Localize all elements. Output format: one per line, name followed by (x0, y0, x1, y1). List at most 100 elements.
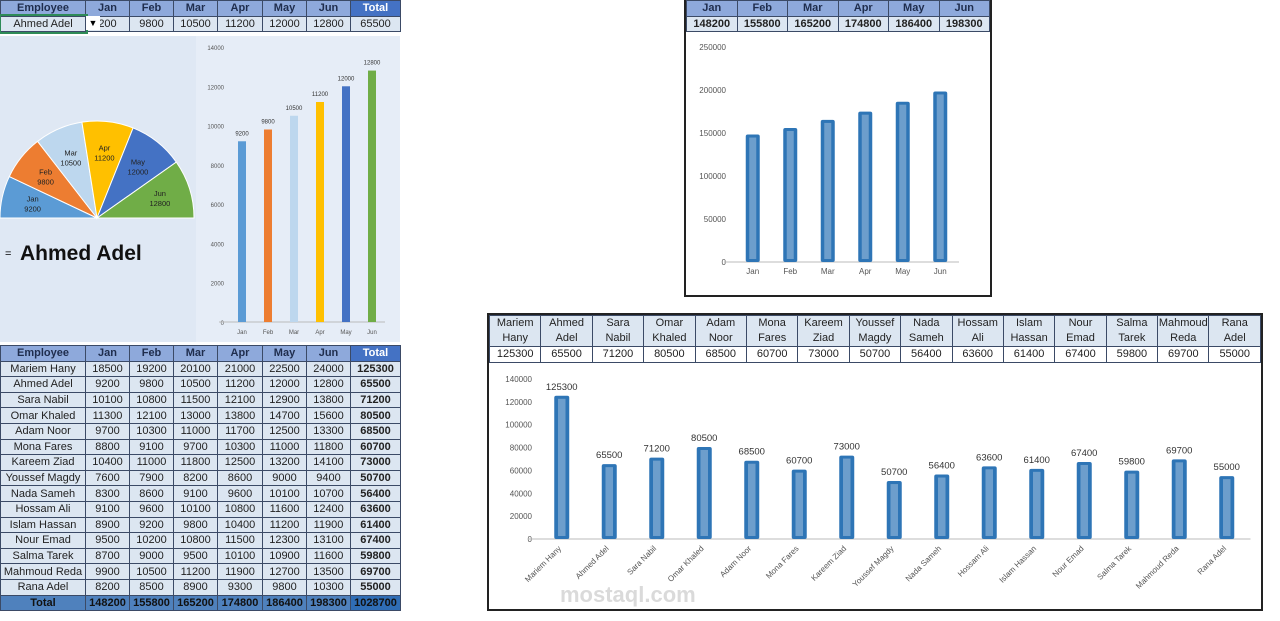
sales-cell: 13800 (306, 391, 351, 409)
bar (368, 70, 376, 322)
bar-highlight (795, 472, 803, 536)
sales-cell: 11200 (262, 516, 307, 534)
employee-header-line: Ziad (812, 332, 835, 344)
col-header-jun: Jun (938, 0, 990, 17)
bar (745, 134, 760, 262)
sales-cell: 11200 (217, 376, 263, 393)
employee-total: 73000 (797, 346, 850, 363)
bar (1219, 476, 1235, 539)
table-row: Kareem Ziad 10400 11000 11800 12500 13200 1410… (0, 454, 401, 471)
sales-cell: 9700 (85, 422, 130, 440)
pie-value: 11200 (94, 153, 114, 162)
selected-value-feb: 9800 (129, 15, 174, 33)
dropdown-arrow-icon[interactable]: ▼ (86, 16, 100, 30)
sales-cell: 15600 (306, 407, 351, 424)
bar (791, 469, 807, 539)
data-label: 12000 (338, 76, 355, 82)
employee-name: Mariem Hany (0, 360, 86, 378)
sales-cell: 9800 (173, 516, 218, 534)
data-label: 59800 (1119, 457, 1145, 468)
sales-cell: 7600 (85, 469, 130, 487)
bar (886, 481, 902, 539)
employee-name: Mona Fares (0, 438, 86, 456)
table-row: Sara Nabil 10100 10800 11500 12100 12900 13800… (0, 391, 401, 409)
sales-cell: 11700 (217, 422, 263, 440)
col-header-apr: Apr (837, 0, 889, 17)
employee-header-line: Mona (758, 317, 786, 329)
sales-cell: 14100 (306, 454, 351, 471)
pie-label: Jan (27, 195, 39, 204)
row-total: 50700 (350, 469, 401, 487)
sales-cell: 12900 (262, 391, 307, 409)
employee-header-line: Adam (706, 317, 736, 329)
sales-cell: 8600 (129, 485, 174, 502)
watermark: mostaql.com (560, 582, 696, 607)
row-total: 125300 (350, 360, 401, 378)
bar-highlight (748, 463, 756, 536)
y-tick-label: 8000 (211, 164, 225, 170)
employee-header-line: Salma (1116, 317, 1148, 329)
y-tick-label: 150000 (699, 129, 726, 138)
row-total: 60700 (350, 438, 401, 456)
data-label: 71200 (644, 444, 670, 455)
employee-total: 55000 (1208, 346, 1261, 363)
data-label: 65500 (596, 450, 622, 461)
y-tick-label: 200000 (699, 86, 726, 95)
employee-total: 61400 (1002, 346, 1056, 363)
employee-selector[interactable]: Ahmed Adel (0, 14, 88, 34)
col-header-may: May (888, 0, 940, 17)
sales-cell: 9200 (85, 376, 130, 393)
employee-header-line: Rana (1221, 317, 1248, 329)
data-label: 73000 (834, 442, 860, 453)
month-total: 148200 (686, 15, 738, 33)
bar-highlight (1033, 471, 1041, 536)
totals-row: Total 148200 155800 165200 174800 186400 19830… (0, 594, 401, 612)
x-tick-label: Ahmed Adel (574, 544, 611, 581)
employee-total: 65500 (540, 346, 593, 363)
selected-value-jun: 12800 (306, 15, 351, 33)
bar (1124, 470, 1140, 539)
x-tick-label: Mar (289, 330, 299, 336)
table-row: Mariem Hany 18500 19200 20100 21000 22500 2400… (0, 360, 401, 378)
col-header-employee: Employee (0, 0, 86, 17)
data-label: 61400 (1024, 455, 1050, 466)
sales-cell: 12100 (129, 407, 174, 424)
employee-name: Sara Nabil (0, 391, 86, 409)
bar (1029, 468, 1045, 539)
x-tick-label: Adam Noor (718, 544, 753, 579)
sales-cell: 10400 (217, 516, 263, 534)
employee-dashboard: Jan 9200 Feb 9800 Mar 10500 Apr 11200 May 12000 Ju… (0, 36, 400, 342)
bar-highlight (605, 467, 613, 536)
sales-cell: 9000 (129, 547, 174, 565)
sales-cell: 9000 (262, 469, 307, 487)
employee-header-line: Omar (655, 317, 684, 329)
col-header-feb: Feb (129, 345, 174, 362)
bar (933, 91, 948, 262)
sales-cell: 9600 (129, 500, 174, 518)
bar (1171, 459, 1187, 539)
bar-highlight (653, 460, 661, 536)
y-tick-label: 6000 (211, 203, 225, 209)
employee-name: Omar Khaled (0, 407, 86, 424)
half-pie-chart: Jan 9200 Feb 9800 Mar 10500 Apr 11200 May 12000 Ju… (0, 36, 195, 342)
x-tick-label: Kareem Ziad (809, 544, 848, 583)
bar-highlight (861, 114, 869, 259)
sales-cell: 11500 (173, 391, 218, 409)
sales-cell: 7900 (129, 469, 174, 487)
sales-cell: 13000 (173, 407, 218, 424)
employee-header-line: Noor (708, 332, 733, 344)
sales-cell: 19200 (129, 360, 174, 378)
sales-cell: 11600 (306, 547, 351, 565)
month-total: 174800 (837, 15, 889, 33)
employee-header-line: Khaled (652, 332, 687, 344)
sales-cell: 9100 (173, 485, 218, 502)
col-header-total: Total (350, 0, 401, 17)
equals-sign: = (5, 248, 12, 260)
sales-cell: 8700 (85, 547, 130, 565)
employee-header-line: Ahmed (549, 317, 585, 329)
sales-cell: 8200 (173, 469, 218, 487)
sales-cell: 12500 (262, 422, 307, 440)
col-header-mar: Mar (787, 0, 839, 17)
table-row: Nour Emad 9500 10200 10800 11500 12300 13100 67… (0, 532, 401, 549)
sales-cell: 10100 (85, 391, 130, 409)
